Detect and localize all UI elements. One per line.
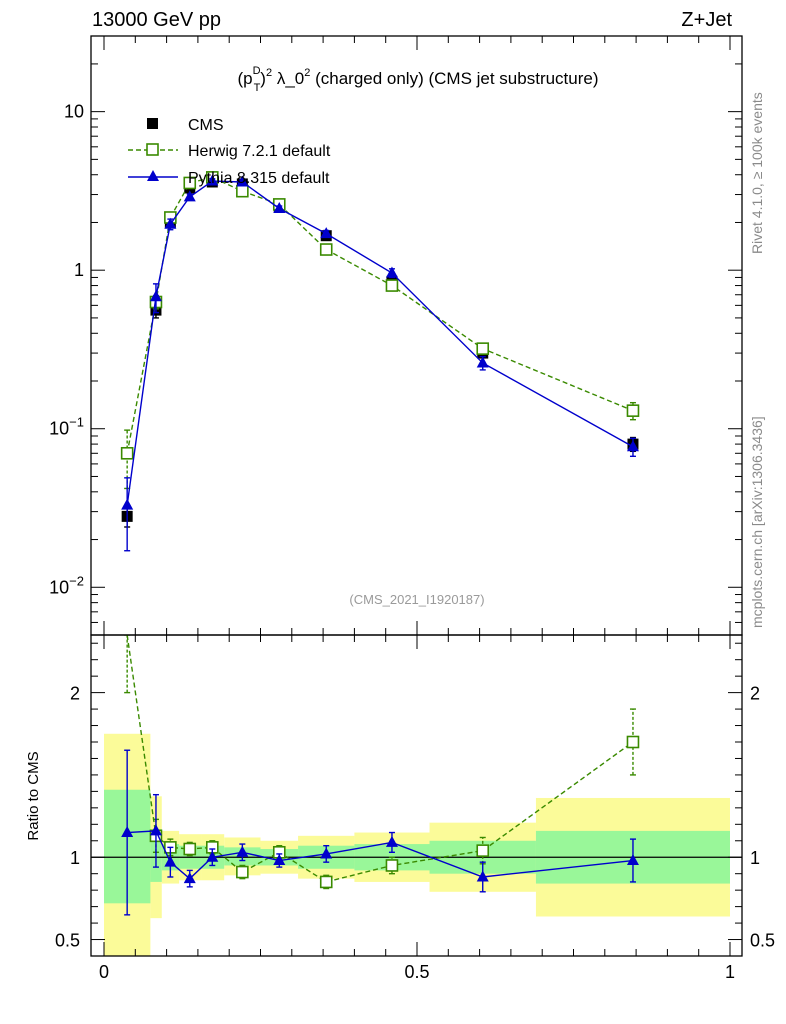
legend-label-herwig: Herwig 7.2.1 default [188, 143, 331, 160]
herwig-point [183, 176, 197, 190]
ratio-y-tick-label-right: 1 [750, 848, 760, 868]
legend-marker-pythia [147, 170, 159, 181]
ratio-y-tick-label-right: 0.5 [750, 931, 775, 951]
pythia-point [206, 174, 219, 186]
pythia-point [320, 227, 333, 239]
pythia-ratio-point [164, 855, 177, 867]
herwig-point [236, 184, 249, 198]
pythia-ratio-point [236, 845, 249, 857]
herwig-ratio-point [626, 735, 640, 749]
legend-label-cms: CMS [188, 117, 224, 134]
pythia-ratio-point [121, 826, 134, 838]
pythia-ratio-point [476, 870, 489, 882]
pythia-point [164, 217, 177, 229]
herwig-point [319, 243, 333, 256]
pythia-line [126, 180, 634, 506]
pythia-point [385, 266, 398, 278]
herwig-point [476, 342, 490, 355]
herwig-ratio-point [183, 842, 197, 856]
herwig-ratio-line [126, 635, 634, 883]
legend-marker-cms [147, 118, 158, 129]
herwig-ratio-point [319, 875, 333, 889]
pythia-ratio-point [385, 835, 398, 847]
herwig-ratio-point [236, 865, 249, 879]
herwig-point [385, 279, 399, 292]
y-tick-label: 1 [74, 260, 84, 280]
pythia-point [476, 356, 489, 368]
pythia-ratio-point [206, 850, 219, 862]
herwig-point [120, 446, 134, 460]
pythia-ratio-point [626, 854, 639, 866]
pythia-point [183, 190, 196, 202]
plot-title: (pD T)2 λ_02 (charged only) (CMS jet subs… [237, 65, 598, 94]
pythia-ratio-point [183, 872, 196, 884]
pythia-ratio-point [320, 847, 333, 859]
ratio-y-tick-label-right: 2 [750, 684, 760, 704]
pythia-ratio-point [273, 854, 286, 866]
ratio-axis-label: Ratio to CMS [25, 751, 42, 840]
x-tick-label: 1 [725, 962, 735, 982]
ratio-content [91, 635, 742, 956]
pythia-ratio-point [149, 824, 162, 836]
analysis-watermark: (CMS_2021_I1920187) [349, 592, 484, 607]
y-tick-label: 10 [64, 102, 84, 122]
pythia-point [273, 201, 286, 213]
ratio-y-tick-label-left: 2 [70, 684, 80, 704]
energy-label: 13000 GeV pp [92, 9, 221, 31]
legend-marker-herwig [146, 143, 159, 156]
legend-label-pythia: Pythia 8.315 default [188, 170, 330, 187]
rivet-label: Rivet 4.1.0, ≥ 100k events [749, 92, 765, 254]
herwig-line [126, 176, 634, 454]
herwig-point [626, 404, 640, 417]
legend: CMS Herwig 7.2.1 default Pythia 8.315 de… [128, 117, 331, 187]
herwig-ratio-point [385, 859, 399, 872]
x-tick-label: 0.5 [404, 962, 429, 982]
ratio-plot: 0.5 0.5 1 1 2 2 0 0.5 1 [55, 634, 775, 982]
pythia-point [149, 290, 162, 302]
pythia-point [236, 175, 249, 187]
ratio-y-tick-label-left: 1 [70, 848, 80, 868]
pythia-point [626, 440, 639, 452]
main-plot: 10−2 10−1 1 10 [49, 35, 743, 636]
pythia-point [121, 498, 134, 510]
ratio-y-tick-label-left: 0.5 [55, 931, 80, 951]
y-tick-label: 10−1 [49, 415, 84, 439]
y-tick-label: 10−2 [49, 573, 84, 597]
process-label: Z+Jet [681, 9, 732, 31]
mcplots-label: mcplots.cern.ch [arXiv:1306.3436] [749, 416, 765, 628]
herwig-ratio-point [476, 844, 490, 857]
x-tick-label: 0 [99, 962, 109, 982]
